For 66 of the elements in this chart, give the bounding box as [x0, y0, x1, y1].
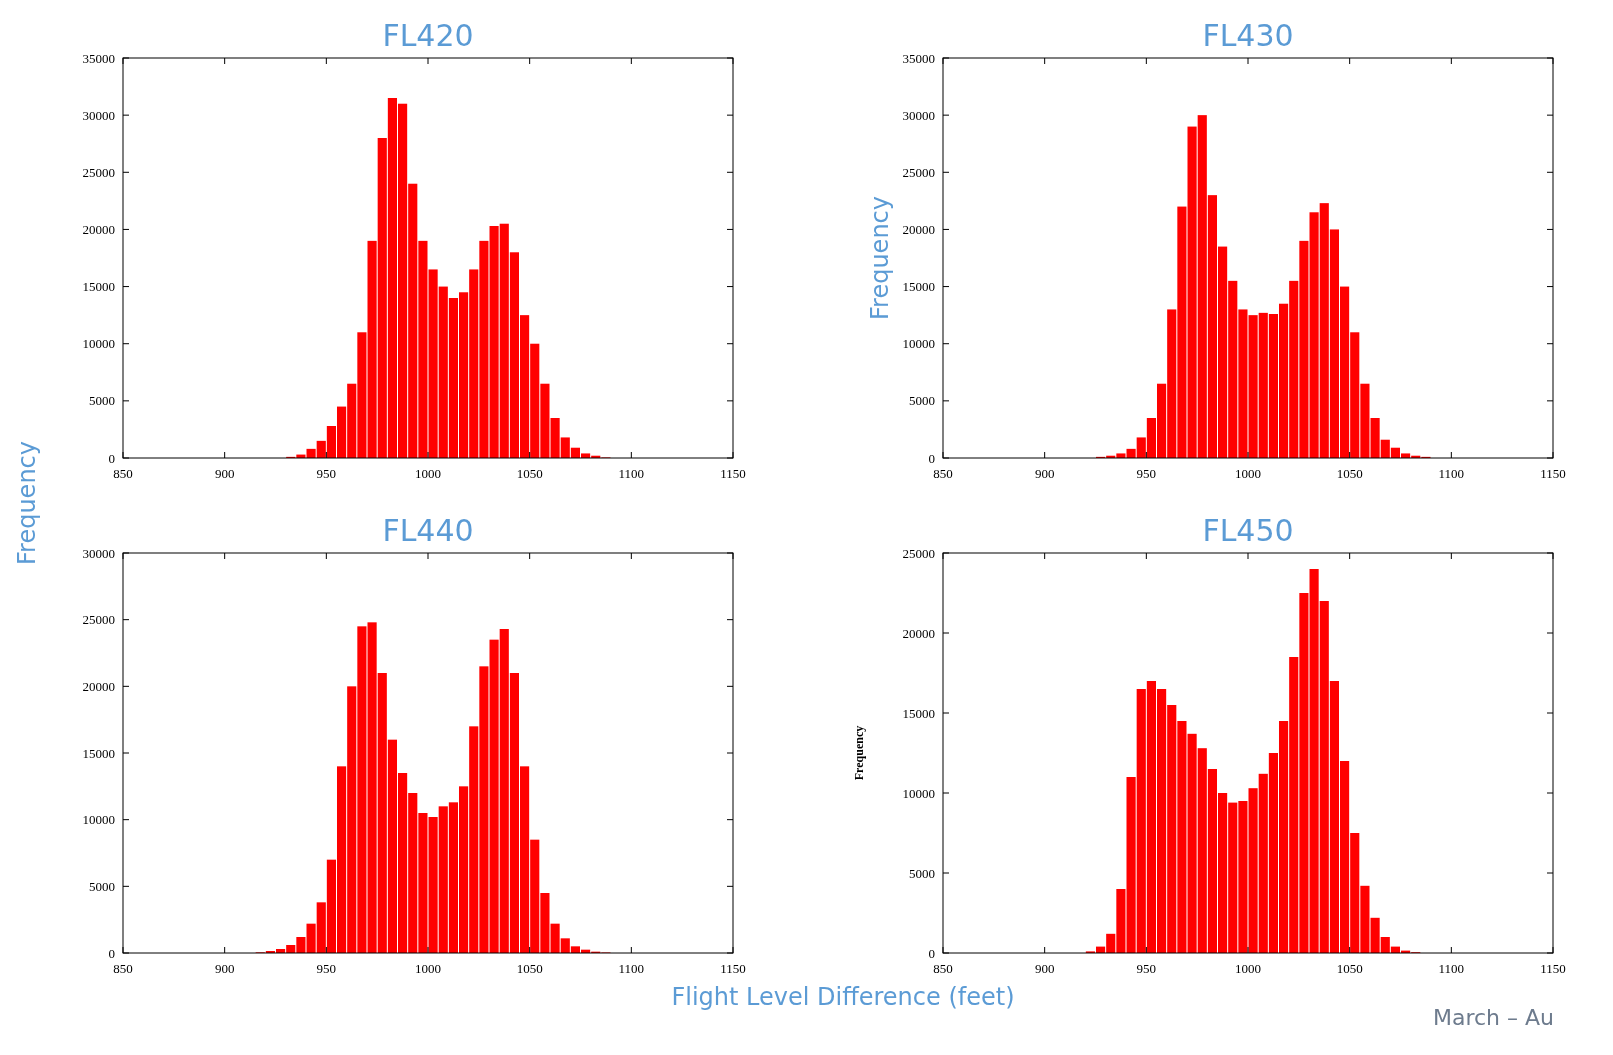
y-tick-label: 5000	[909, 393, 935, 409]
x-tick-label: 1000	[415, 961, 441, 976]
x-tick-label: 1000	[1235, 961, 1261, 976]
y-tick-label: 10000	[902, 785, 935, 801]
x-tick-label: 900	[214, 961, 235, 976]
x-tick-label: 1050	[1336, 961, 1363, 976]
y-tick-label: 30000	[902, 107, 935, 123]
x-tick-label: 900	[1034, 961, 1055, 976]
y-tick-label: 0	[928, 945, 935, 961]
chart-title: FL420	[382, 18, 474, 53]
x-axis-title: Flight Level Difference (feet)	[671, 983, 1015, 1011]
y-tick-label: 25000	[82, 164, 115, 180]
y-tick-label: 30000	[82, 545, 115, 561]
y-tick-label: 0	[108, 945, 115, 961]
chart-title: FL450	[1202, 513, 1294, 548]
x-tick-label: 1150	[720, 466, 746, 481]
x-tick-label: 1050	[516, 466, 543, 481]
y-tick-label: 20000	[902, 625, 935, 641]
y-tick-label: 0	[928, 450, 935, 466]
x-tick-label: 1000	[1235, 466, 1261, 481]
y-tick-label: 10000	[82, 812, 115, 828]
x-tick-label: 1150	[1540, 961, 1566, 976]
x-tick-label: 850	[113, 961, 133, 976]
x-tick-label: 950	[316, 961, 337, 976]
chart-title: FL430	[1202, 18, 1294, 53]
y-tick-label: 10000	[902, 336, 935, 352]
x-tick-label: 1100	[618, 961, 645, 976]
y-tick-label: 15000	[902, 705, 935, 721]
y-tick-label: 20000	[82, 221, 115, 237]
text: March – Au	[1433, 1005, 1555, 1030]
x-tick-label: 1050	[516, 961, 543, 976]
y-tick-label: 30000	[82, 107, 115, 123]
y-tick-label: 15000	[82, 745, 115, 761]
y-tick-label: 35000	[902, 50, 935, 66]
y-tick-label: 10000	[82, 336, 115, 352]
y-tick-label: 25000	[902, 164, 935, 180]
y-axis-title: Frequency	[852, 725, 866, 781]
y-tick-label: 5000	[909, 865, 935, 881]
x-tick-label: 1100	[1438, 466, 1465, 481]
y-tick-label: 5000	[89, 393, 115, 409]
x-tick-label: 850	[113, 466, 133, 481]
y-tick-label: 15000	[82, 279, 115, 295]
x-tick-label: 950	[1136, 466, 1157, 481]
y-tick-label: 25000	[82, 612, 115, 628]
y-tick-label: 15000	[902, 279, 935, 295]
x-tick-label: 1100	[618, 466, 645, 481]
y-tick-label: 20000	[902, 221, 935, 237]
x-tick-label: 900	[214, 466, 235, 481]
y-axis-title: Frequency	[13, 441, 41, 565]
y-tick-label: 5000	[89, 878, 115, 894]
x-tick-label: 850	[933, 466, 953, 481]
chart-title: FL440	[382, 513, 474, 548]
y-tick-label: 35000	[82, 50, 115, 66]
x-tick-label: 900	[1034, 466, 1055, 481]
y-axis-title: Frequency	[866, 196, 894, 320]
x-tick-label: 1000	[415, 466, 441, 481]
x-tick-label: 1150	[1540, 466, 1566, 481]
x-tick-label: 1150	[720, 961, 746, 976]
y-tick-label: 0	[108, 450, 115, 466]
y-tick-label: 25000	[902, 545, 935, 561]
x-tick-label: 950	[1136, 961, 1157, 976]
x-tick-label: 850	[933, 961, 953, 976]
x-tick-label: 950	[316, 466, 337, 481]
y-tick-label: 20000	[82, 678, 115, 694]
x-tick-label: 1100	[1438, 961, 1465, 976]
x-tick-label: 1050	[1336, 466, 1363, 481]
